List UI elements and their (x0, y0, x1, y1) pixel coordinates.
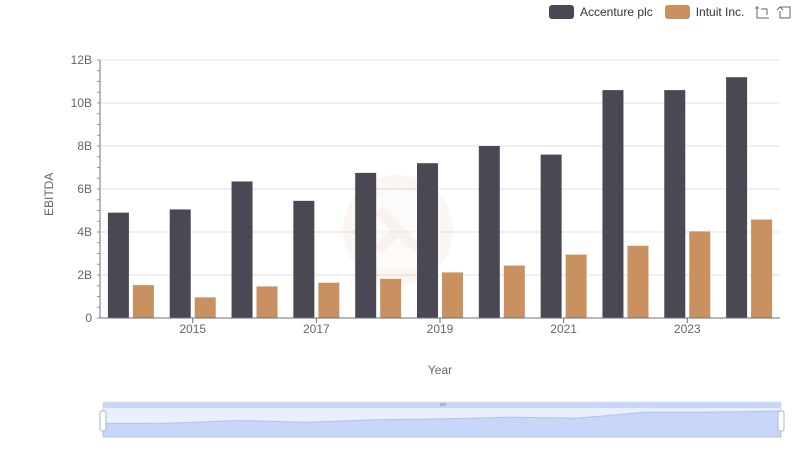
y-tick-label: 10B (71, 96, 92, 110)
zoom-icon[interactable] (754, 4, 770, 20)
bar-intuit (380, 278, 402, 318)
bar-intuit (751, 219, 773, 318)
bar-intuit (318, 282, 340, 318)
y-tick-label: 4B (77, 225, 92, 239)
bar-intuit (627, 245, 649, 318)
data-zoom-slider[interactable] (99, 401, 785, 438)
y-tick-label: 6B (77, 182, 92, 196)
bar-accenture (355, 172, 377, 318)
bar-intuit (194, 297, 216, 318)
bar-accenture (478, 146, 500, 318)
legend-label-accenture: Accenture plc (580, 5, 653, 19)
y-tick-label: 8B (77, 139, 92, 153)
x-tick-label: 2015 (179, 322, 206, 336)
bars-group (107, 77, 773, 318)
bar-accenture (540, 154, 562, 318)
bar-intuit (689, 231, 711, 318)
x-tick-label: 2019 (427, 322, 454, 336)
legend-swatch-accenture (549, 5, 574, 19)
axes-group: 0 2B 4B 6B 8B 10B 12B 2015 2017 2019 2021 2023 (71, 53, 780, 336)
y-axis-label: EBITDA (42, 172, 56, 216)
bar-accenture (664, 90, 686, 318)
x-tick-label: 2021 (550, 322, 577, 336)
zoom-move-handle (440, 403, 446, 406)
toolbox (754, 4, 798, 20)
y-tick-label: 0 (85, 311, 92, 325)
y-tick-label: 2B (77, 268, 92, 282)
x-axis-label: Year (427, 363, 453, 377)
zoom-data-shadow (102, 410, 782, 438)
bar-accenture (602, 90, 624, 318)
legend-label-intuit: Intuit Inc. (695, 5, 745, 19)
legend-item-accenture[interactable]: Accenture plc (549, 5, 653, 19)
bar-accenture (107, 212, 129, 318)
bar-accenture (231, 181, 253, 318)
bar-intuit (132, 285, 154, 318)
legend-swatch-intuit (664, 5, 690, 19)
x-tick-label: 2023 (674, 322, 701, 336)
bar-accenture (417, 163, 438, 318)
zoom-reset-icon[interactable] (776, 4, 792, 20)
bar-accenture (293, 200, 315, 318)
legend-item-intuit[interactable]: Intuit Inc. (664, 5, 745, 19)
zoom-handle-right (777, 410, 785, 432)
x-tick-label: 2017 (303, 322, 330, 336)
bar-intuit (256, 286, 278, 318)
bar-accenture (726, 77, 748, 318)
zoom-handle-left (99, 410, 107, 432)
bar-accenture (169, 209, 191, 318)
y-tick-label: 12B (71, 53, 92, 67)
legend: Accenture plc Intuit Inc. (549, 4, 798, 20)
bar-intuit (442, 272, 463, 318)
bar-intuit (565, 254, 587, 318)
zoom-selection (103, 403, 781, 437)
bar-intuit (503, 265, 525, 318)
